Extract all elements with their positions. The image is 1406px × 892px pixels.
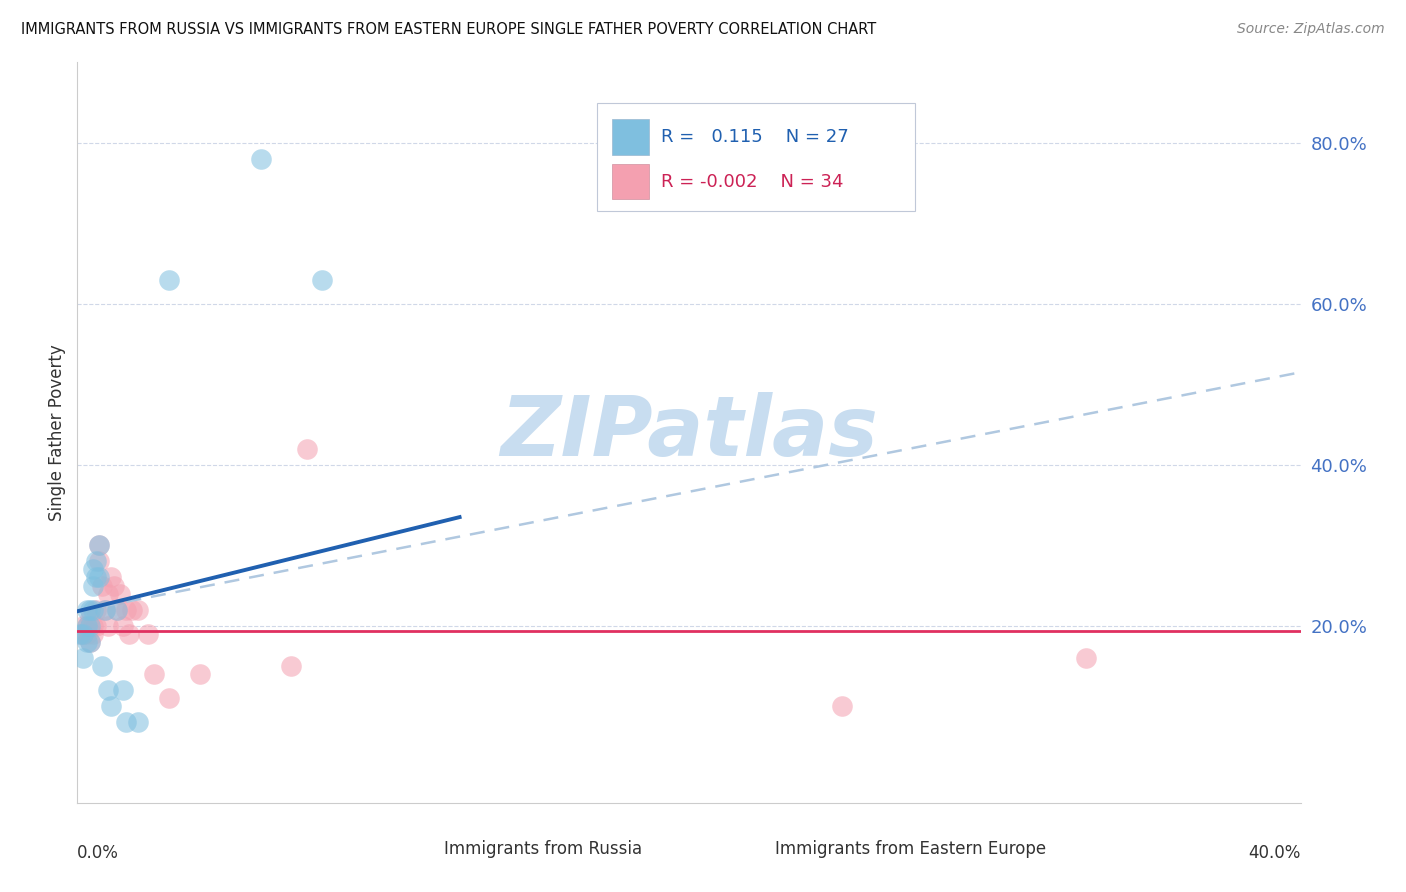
FancyBboxPatch shape bbox=[725, 836, 762, 862]
Point bbox=[79, 635, 101, 649]
Point bbox=[157, 273, 180, 287]
Point bbox=[103, 578, 125, 592]
Point bbox=[72, 651, 94, 665]
Point bbox=[112, 619, 135, 633]
Point bbox=[121, 602, 143, 616]
Point bbox=[87, 538, 110, 552]
Point bbox=[79, 610, 101, 624]
Point bbox=[100, 699, 122, 714]
Point bbox=[82, 627, 104, 641]
FancyBboxPatch shape bbox=[612, 164, 648, 200]
Point bbox=[157, 691, 180, 706]
Point bbox=[76, 627, 98, 641]
Point bbox=[115, 715, 138, 730]
Point bbox=[84, 602, 107, 616]
Point bbox=[118, 627, 141, 641]
Point bbox=[72, 627, 94, 641]
Text: Immigrants from Russia: Immigrants from Russia bbox=[444, 840, 643, 858]
Point bbox=[280, 659, 302, 673]
Point bbox=[82, 562, 104, 576]
FancyBboxPatch shape bbox=[598, 103, 915, 211]
Point bbox=[136, 627, 159, 641]
Point bbox=[97, 619, 120, 633]
FancyBboxPatch shape bbox=[612, 120, 648, 155]
Y-axis label: Single Father Poverty: Single Father Poverty bbox=[48, 344, 66, 521]
Point bbox=[295, 442, 318, 456]
Point bbox=[76, 602, 98, 616]
Point bbox=[82, 578, 104, 592]
Text: R =   0.115    N = 27: R = 0.115 N = 27 bbox=[661, 128, 849, 146]
Point bbox=[76, 619, 98, 633]
Point bbox=[79, 602, 101, 616]
Point bbox=[84, 554, 107, 568]
Text: ZIPatlas: ZIPatlas bbox=[501, 392, 877, 473]
Point bbox=[72, 627, 94, 641]
Text: 40.0%: 40.0% bbox=[1249, 844, 1301, 862]
Point bbox=[69, 627, 91, 641]
Point bbox=[84, 619, 107, 633]
FancyBboxPatch shape bbox=[395, 836, 432, 862]
Text: 0.0%: 0.0% bbox=[77, 844, 120, 862]
Point bbox=[90, 578, 112, 592]
Point bbox=[127, 602, 149, 616]
Text: Source: ZipAtlas.com: Source: ZipAtlas.com bbox=[1237, 22, 1385, 37]
Point bbox=[82, 619, 104, 633]
Point bbox=[188, 667, 211, 681]
Point bbox=[94, 602, 117, 616]
Point bbox=[127, 715, 149, 730]
Point bbox=[87, 554, 110, 568]
Point bbox=[72, 619, 94, 633]
Point bbox=[105, 602, 128, 616]
Point bbox=[311, 273, 333, 287]
Text: R = -0.002    N = 34: R = -0.002 N = 34 bbox=[661, 173, 844, 191]
Point bbox=[108, 586, 131, 600]
Point bbox=[97, 586, 120, 600]
Point bbox=[112, 683, 135, 698]
Point bbox=[115, 602, 138, 616]
Point bbox=[79, 635, 101, 649]
Point bbox=[831, 699, 853, 714]
Point bbox=[94, 602, 117, 616]
Point bbox=[90, 659, 112, 673]
Point bbox=[79, 619, 101, 633]
Point bbox=[97, 683, 120, 698]
Point bbox=[76, 635, 98, 649]
Point bbox=[100, 570, 122, 584]
Point bbox=[84, 570, 107, 584]
Point bbox=[105, 602, 128, 616]
Point bbox=[69, 627, 91, 641]
Point bbox=[87, 538, 110, 552]
Point bbox=[1076, 651, 1098, 665]
Point bbox=[82, 602, 104, 616]
Point bbox=[142, 667, 165, 681]
Point bbox=[87, 570, 110, 584]
Point bbox=[250, 152, 273, 166]
Point bbox=[76, 619, 98, 633]
Text: IMMIGRANTS FROM RUSSIA VS IMMIGRANTS FROM EASTERN EUROPE SINGLE FATHER POVERTY C: IMMIGRANTS FROM RUSSIA VS IMMIGRANTS FRO… bbox=[21, 22, 876, 37]
Text: Immigrants from Eastern Europe: Immigrants from Eastern Europe bbox=[775, 840, 1046, 858]
